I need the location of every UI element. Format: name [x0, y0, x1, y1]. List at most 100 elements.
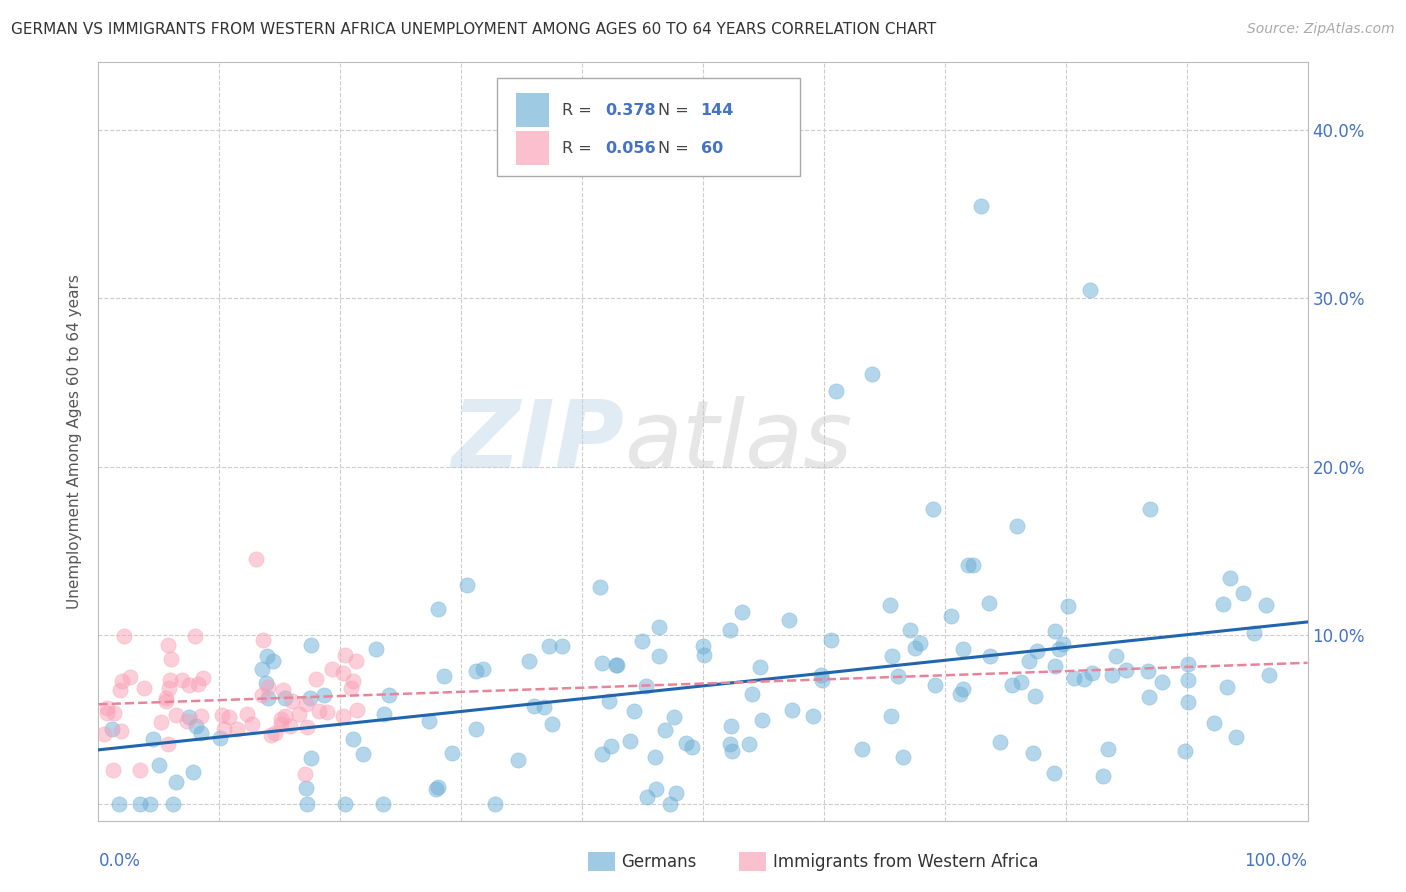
Point: [1101, 667, 1123, 681]
Point: [645, 781, 668, 796]
Point: [170, 673, 193, 687]
Text: ZIP: ZIP: [451, 395, 624, 488]
Text: 0.378: 0.378: [605, 103, 655, 118]
Point: [187, 677, 209, 691]
Point: [924, 678, 946, 692]
Point: [979, 648, 1001, 663]
Point: [720, 719, 742, 733]
Text: 60: 60: [700, 141, 723, 155]
Point: [295, 697, 318, 711]
Point: [654, 723, 676, 738]
Point: [664, 710, 686, 724]
Point: [879, 599, 901, 613]
Point: [1026, 644, 1049, 658]
Point: [810, 667, 832, 681]
Point: [1063, 672, 1085, 686]
Point: [155, 690, 177, 705]
Point: [939, 609, 962, 624]
Point: [1215, 680, 1237, 694]
Point: [880, 709, 903, 723]
Point: [254, 676, 277, 690]
Point: [1225, 730, 1247, 744]
Point: [165, 775, 187, 789]
Point: [952, 682, 974, 697]
Point: [166, 707, 188, 722]
Point: [260, 728, 283, 742]
Point: [1001, 678, 1024, 692]
Point: [335, 648, 357, 662]
Point: [373, 797, 395, 811]
Point: [333, 797, 356, 811]
Point: [949, 687, 972, 701]
Point: [1174, 744, 1197, 758]
Point: [820, 633, 842, 648]
Point: [101, 722, 124, 736]
Y-axis label: Unemployment Among Ages 60 to 64 years: Unemployment Among Ages 60 to 64 years: [67, 274, 83, 609]
Point: [93, 727, 115, 741]
Point: [274, 708, 297, 723]
Point: [962, 558, 984, 573]
Point: [1043, 624, 1066, 638]
Point: [523, 698, 546, 713]
Point: [177, 710, 200, 724]
Point: [741, 687, 763, 701]
Point: [1150, 674, 1173, 689]
Point: [904, 641, 927, 656]
Point: [1047, 641, 1070, 656]
Point: [295, 797, 318, 811]
Point: [110, 723, 132, 738]
Point: [737, 737, 759, 751]
Point: [236, 706, 259, 721]
Point: [506, 753, 529, 767]
Point: [600, 739, 623, 753]
Point: [1115, 664, 1137, 678]
Point: [257, 680, 280, 694]
Point: [811, 673, 834, 688]
Point: [252, 632, 274, 647]
Point: [619, 734, 641, 748]
Point: [346, 703, 368, 717]
Point: [988, 735, 1011, 749]
Point: [977, 596, 1000, 610]
Text: 0.0%: 0.0%: [98, 853, 141, 871]
Point: [1056, 599, 1078, 613]
Point: [1254, 599, 1277, 613]
Text: atlas: atlas: [624, 396, 852, 487]
Point: [1212, 597, 1234, 611]
Point: [264, 726, 287, 740]
Point: [1177, 673, 1199, 687]
Point: [721, 744, 744, 758]
Point: [96, 700, 118, 714]
Point: [551, 639, 574, 653]
Point: [887, 669, 910, 683]
Point: [749, 660, 772, 674]
Point: [418, 714, 440, 728]
Point: [1043, 765, 1066, 780]
Point: [129, 764, 152, 778]
Point: [252, 662, 274, 676]
FancyBboxPatch shape: [498, 78, 800, 177]
Text: GERMAN VS IMMIGRANTS FROM WESTERN AFRICA UNEMPLOYMENT AMONG AGES 60 TO 64 YEARS : GERMAN VS IMMIGRANTS FROM WESTERN AFRICA…: [11, 22, 936, 37]
Point: [801, 709, 824, 723]
Text: Germans: Germans: [621, 853, 696, 871]
Point: [160, 651, 183, 665]
Point: [778, 613, 800, 627]
Point: [1007, 518, 1029, 533]
Point: [589, 580, 612, 594]
Point: [305, 672, 328, 686]
Point: [860, 367, 883, 381]
Point: [952, 642, 974, 657]
Point: [378, 689, 401, 703]
Point: [751, 713, 773, 727]
Point: [956, 558, 979, 573]
Point: [150, 714, 173, 729]
Point: [190, 709, 212, 723]
Point: [659, 797, 682, 811]
Point: [908, 636, 931, 650]
Point: [1073, 672, 1095, 686]
Point: [825, 384, 848, 398]
Point: [456, 577, 478, 591]
Point: [1105, 648, 1128, 663]
Point: [281, 694, 304, 708]
Point: [184, 719, 207, 733]
